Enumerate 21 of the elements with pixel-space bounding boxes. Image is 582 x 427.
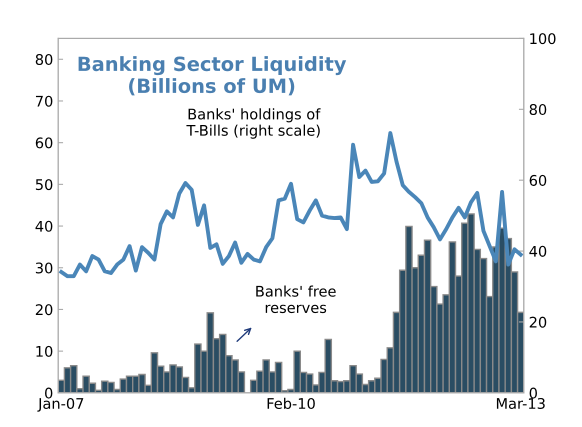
annotation: Banks' holdings of T-Bills (right scale)	[186, 108, 321, 139]
x-tick-label: Jan-07	[37, 398, 84, 412]
y-tick-label: 80	[36, 54, 52, 66]
y-tick-label: 40	[35, 220, 52, 232]
text: Banking Sector Liquidity (Billions of UM)	[78, 56, 346, 96]
y-tick-label: 10	[36, 346, 52, 357]
y2-tick-label: 100	[530, 33, 556, 44]
y-tick-label: 30	[36, 262, 52, 274]
y2-tick-label: 0	[530, 388, 537, 399]
y-tick-label: 70	[36, 96, 52, 107]
x-tick-label: Mar-13	[496, 398, 545, 409]
x-tick-label: Feb-10	[268, 398, 315, 409]
y2-tick-label: 60	[530, 174, 546, 186]
annotation: Banks' free reserves	[256, 285, 336, 314]
y2-tick-label: 40	[529, 246, 546, 257]
y-tick-label: 60	[36, 137, 52, 148]
y-tick-label: 0	[45, 388, 52, 399]
y2-tick-label: 20	[530, 316, 546, 328]
y-tick-label: 20	[36, 304, 52, 316]
y2-tick-label: 80	[530, 104, 546, 116]
y-tick-label: 50	[36, 179, 52, 190]
